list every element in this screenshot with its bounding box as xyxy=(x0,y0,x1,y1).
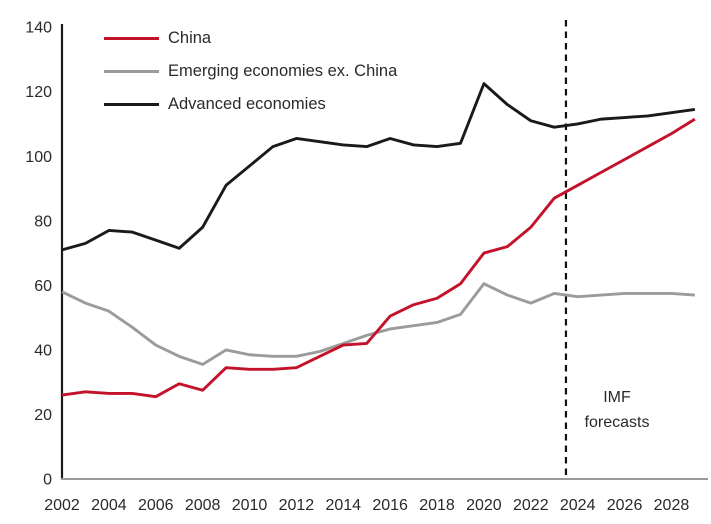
legend-item-china: China xyxy=(104,22,397,55)
x-tick-label: 2018 xyxy=(419,497,455,514)
series-line-advanced xyxy=(61,82,696,252)
series-line-emerging xyxy=(61,282,695,366)
y-tick-label: 100 xyxy=(25,149,52,166)
y-tick-label: 20 xyxy=(34,407,52,424)
x-tick-label: 2002 xyxy=(44,497,80,514)
y-tick-label: 60 xyxy=(34,278,52,295)
forecast-annotation-line1: IMF xyxy=(603,389,631,406)
legend-label-emerging: Emerging economies ex. China xyxy=(168,62,398,80)
legend-line-swatch-advanced xyxy=(104,102,159,107)
legend-item-advanced: Advanced economies xyxy=(104,88,397,121)
x-tick-label: 2006 xyxy=(138,497,174,514)
y-tick-label: 0 xyxy=(43,472,52,489)
y-tick-label: 80 xyxy=(34,213,52,230)
x-tick-label: 2016 xyxy=(372,497,408,514)
y-tick-label: 120 xyxy=(25,84,52,101)
legend-label-advanced: Advanced economies xyxy=(168,95,326,113)
x-tick-label: 2012 xyxy=(279,497,315,514)
x-tick-label: 2014 xyxy=(325,497,361,514)
x-tick-label: 2028 xyxy=(654,497,690,514)
legend-item-emerging: Emerging economies ex. China xyxy=(104,55,397,88)
legend: China Emerging economies ex. China Advan… xyxy=(104,22,397,121)
x-tick-label: 2026 xyxy=(607,497,643,514)
x-tick-label: 2004 xyxy=(91,497,127,514)
legend-line-swatch-emerging xyxy=(104,69,159,74)
x-tick-label: 2024 xyxy=(560,497,596,514)
x-tick-label: 2022 xyxy=(513,497,549,514)
y-tick-label: 40 xyxy=(34,342,52,359)
legend-line-swatch-china xyxy=(104,36,159,41)
series-line-china xyxy=(61,117,696,399)
x-tick-label: 2020 xyxy=(466,497,502,514)
forecast-annotation: IMF forecasts xyxy=(556,385,678,435)
y-tick-label: 140 xyxy=(25,20,52,37)
x-tick-label: 2008 xyxy=(185,497,221,514)
x-tick-label: 2010 xyxy=(232,497,268,514)
forecast-annotation-line2: forecasts xyxy=(584,414,650,431)
legend-label-china: China xyxy=(168,29,212,47)
